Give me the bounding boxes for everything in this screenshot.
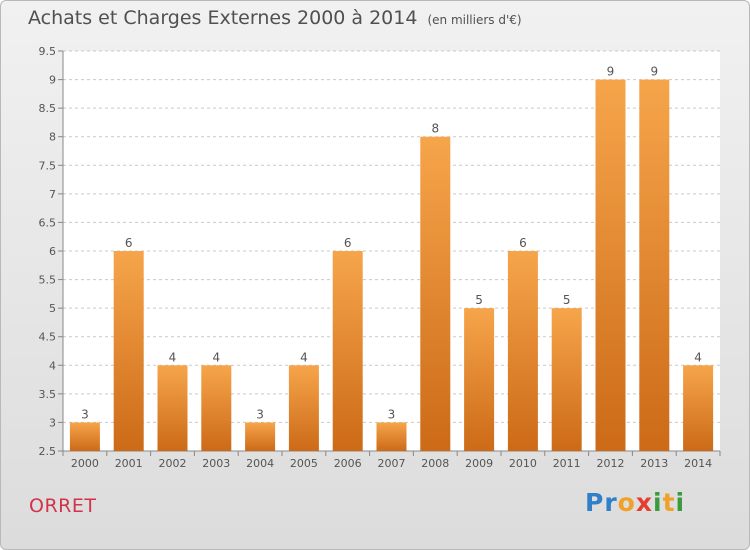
bar [245,422,276,451]
logo-letter: r [604,488,618,517]
x-tick-label: 2013 [640,457,668,470]
chart-title-text: Achats et Charges Externes 2000 à 2014 [28,7,418,29]
logo-letter: i [653,488,663,517]
x-tick-label: 2010 [509,457,537,470]
logo-letter: o [617,488,636,517]
x-tick-label: 2011 [553,457,581,470]
y-tick-label: 5 [49,302,56,315]
proxiti-logo: Proxiti [585,488,685,517]
bar [288,365,319,451]
data-label: 5 [475,293,483,307]
bar [683,365,714,451]
bar [595,79,626,452]
y-tick-label: 9.5 [39,45,57,58]
x-tick-label: 2014 [684,457,712,470]
logo-letter: P [585,488,605,517]
y-tick-label: 4.5 [39,331,57,344]
x-tick-label: 2002 [159,457,187,470]
bar [69,422,100,451]
y-tick-label: 8.5 [39,102,57,115]
data-label: 3 [388,407,396,421]
y-tick-label: 8 [49,131,56,144]
y-tick-label: 4 [49,359,56,372]
bar [464,308,495,451]
data-label: 4 [300,350,308,364]
data-label: 3 [81,407,89,421]
bar [157,365,188,451]
chart-title: Achats et Charges Externes 2000 à 2014 (e… [28,7,522,29]
bar [376,422,407,451]
data-label: 4 [694,350,702,364]
x-tick-label: 2003 [202,457,230,470]
x-tick-label: 2004 [246,457,274,470]
data-label: 4 [212,350,220,364]
bar [639,79,670,452]
data-label: 5 [563,293,571,307]
y-tick-label: 3.5 [39,388,57,401]
x-tick-label: 2000 [71,457,99,470]
data-label: 4 [169,350,177,364]
x-tick-label: 2005 [290,457,318,470]
bar [201,365,232,451]
bar [332,251,363,451]
data-label: 6 [344,236,352,250]
data-label: 8 [431,122,439,136]
x-tick-label: 2012 [597,457,625,470]
x-tick-label: 2007 [378,457,406,470]
commune-name: ORRET [29,495,97,517]
bar [507,251,538,451]
data-label: 9 [650,65,658,79]
logo-letter: x [635,488,653,517]
data-label: 3 [256,407,264,421]
x-tick-label: 2006 [334,457,362,470]
chart-unit: (en milliers d'€) [427,13,522,27]
x-tick-label: 2009 [465,457,493,470]
y-tick-label: 7.5 [39,159,57,172]
y-tick-label: 6 [49,245,56,258]
data-label: 9 [607,65,615,79]
x-tick-label: 2008 [421,457,449,470]
y-tick-label: 6.5 [39,216,57,229]
y-tick-label: 5.5 [39,274,57,287]
y-tick-label: 2.5 [39,445,57,458]
logo-letter: t [662,488,676,517]
logo-letter: i [675,488,686,517]
bar [551,308,582,451]
data-label: 6 [125,236,133,250]
data-label: 6 [519,236,527,250]
bar [113,251,144,451]
bar [420,136,451,451]
x-tick-label: 2001 [115,457,143,470]
y-tick-label: 9 [49,74,56,87]
y-tick-label: 7 [49,188,56,201]
y-tick-label: 3 [49,416,56,429]
